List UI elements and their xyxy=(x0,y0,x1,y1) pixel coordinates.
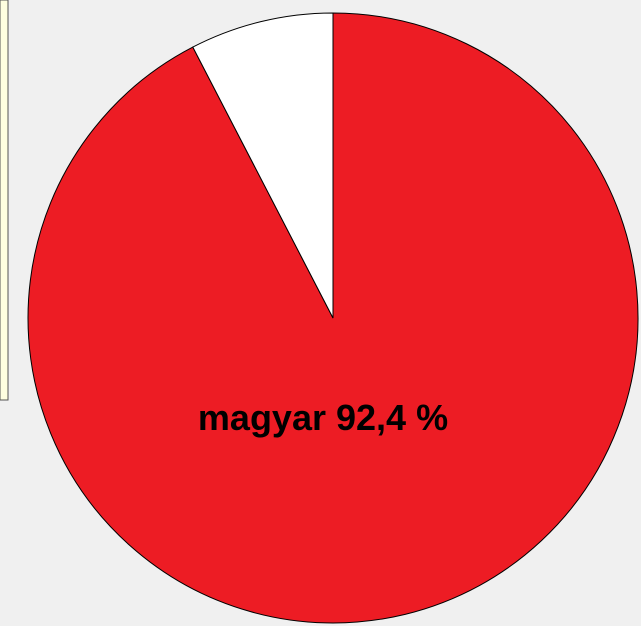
side-panel xyxy=(0,0,9,401)
value-label: 92,4 % xyxy=(336,397,448,438)
category-label: magyar xyxy=(198,397,326,438)
pie-slice xyxy=(192,12,334,319)
slice-label: magyar 92,4 % xyxy=(198,397,448,438)
